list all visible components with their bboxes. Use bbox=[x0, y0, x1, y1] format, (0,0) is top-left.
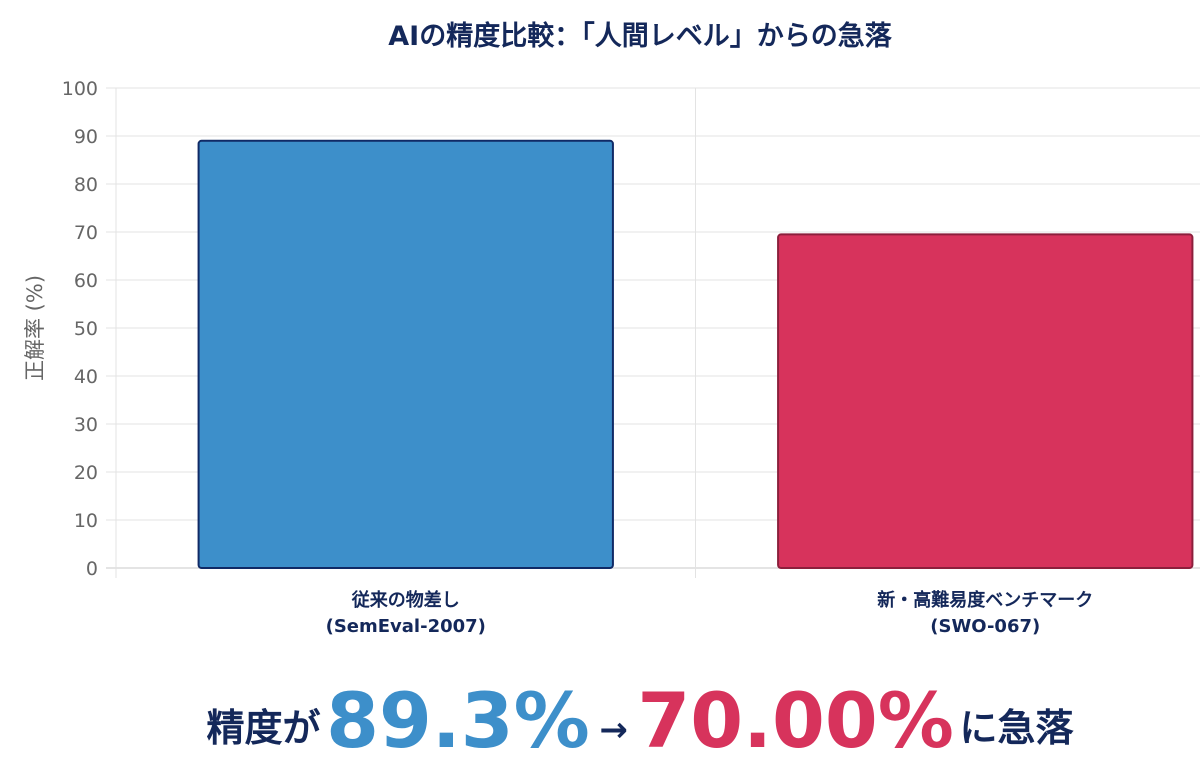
summary-from-value: 89.3% bbox=[326, 676, 590, 765]
y-tick-label: 40 bbox=[74, 366, 98, 388]
x-tick-label: (SemEval-2007) bbox=[326, 616, 486, 637]
x-tick-label: (SWO-067) bbox=[930, 616, 1040, 637]
y-tick-label: 20 bbox=[74, 462, 98, 484]
summary-prefix: 精度が bbox=[206, 706, 321, 750]
y-tick-label: 80 bbox=[74, 174, 98, 196]
summary-line: 精度が 89.3% → 70.00% に急落 bbox=[0, 676, 1200, 765]
y-tick-label: 70 bbox=[74, 222, 98, 244]
x-tick-label: 新・高難易度ベンチマーク bbox=[877, 589, 1093, 611]
x-tick-label: 従来の物差し bbox=[351, 589, 460, 611]
bar-chart: 0 10 20 30 40 50 60 70 80 90 100 正解率 (%) 従来の物差し (SemE… bbox=[23, 78, 1200, 637]
y-tick-label: 0 bbox=[86, 558, 98, 580]
y-tick-label: 100 bbox=[62, 78, 98, 100]
summary-suffix: に急落 bbox=[959, 706, 1074, 750]
summary-to-value: 70.00% bbox=[637, 676, 954, 765]
arrow-icon: → bbox=[599, 710, 628, 750]
y-tick-label: 90 bbox=[74, 126, 98, 148]
y-axis-label: 正解率 (%) bbox=[23, 275, 47, 381]
y-tick-label: 60 bbox=[74, 270, 98, 292]
y-tick-label: 50 bbox=[74, 318, 98, 340]
chart-title: AIの精度比較：「人間レベル」からの急落 bbox=[388, 21, 892, 52]
y-tick-label: 10 bbox=[74, 510, 98, 532]
y-tick-label: 30 bbox=[74, 414, 98, 436]
bar bbox=[777, 233, 1194, 569]
bar bbox=[197, 139, 614, 570]
